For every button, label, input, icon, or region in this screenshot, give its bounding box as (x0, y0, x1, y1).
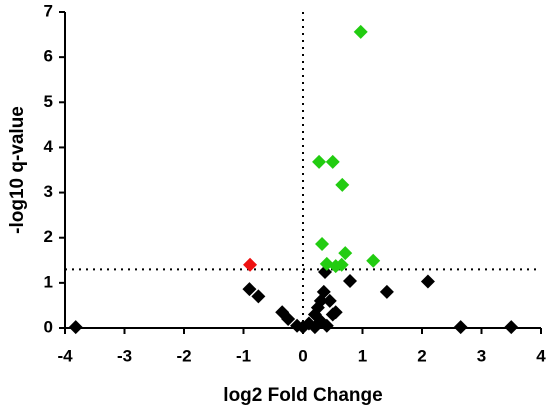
point (335, 177, 350, 192)
point (328, 305, 343, 320)
point (312, 154, 327, 169)
x-tick-label: 0 (298, 346, 307, 365)
x-tick-label: -1 (236, 346, 251, 365)
point (281, 311, 296, 326)
point (379, 284, 394, 299)
y-axis-title: -log10 q-value (7, 106, 28, 234)
point (68, 320, 83, 335)
y-tick-label: 6 (44, 47, 53, 66)
point (251, 289, 266, 304)
point (420, 274, 435, 289)
point (322, 293, 337, 308)
y-tick-label: 5 (44, 92, 53, 111)
x-tick-label: 4 (536, 346, 546, 365)
x-tick-label: 2 (417, 346, 426, 365)
point (504, 320, 519, 335)
y-tick-label: 2 (44, 227, 53, 246)
point (307, 320, 322, 335)
y-tick-label: 4 (44, 137, 54, 156)
x-tick-label: 1 (358, 346, 367, 365)
point (315, 237, 330, 252)
y-tick-label: 0 (44, 317, 53, 336)
y-tick-label: 3 (44, 182, 53, 201)
x-tick-label: -2 (176, 346, 191, 365)
point (366, 253, 381, 268)
y-tick-label: 7 (44, 1, 53, 20)
x-tick-label: -4 (57, 346, 73, 365)
point (334, 257, 349, 272)
point (453, 320, 468, 335)
point (353, 24, 368, 39)
point (343, 274, 358, 289)
x-axis-title: log2 Fold Change (223, 385, 382, 406)
point (316, 284, 331, 299)
point (338, 246, 353, 261)
point (242, 282, 257, 297)
y-tick-label: 1 (44, 272, 53, 291)
point (243, 257, 258, 272)
x-tick-label: 3 (477, 346, 486, 365)
point (325, 154, 340, 169)
point (319, 318, 334, 333)
x-tick-label: -3 (117, 346, 132, 365)
